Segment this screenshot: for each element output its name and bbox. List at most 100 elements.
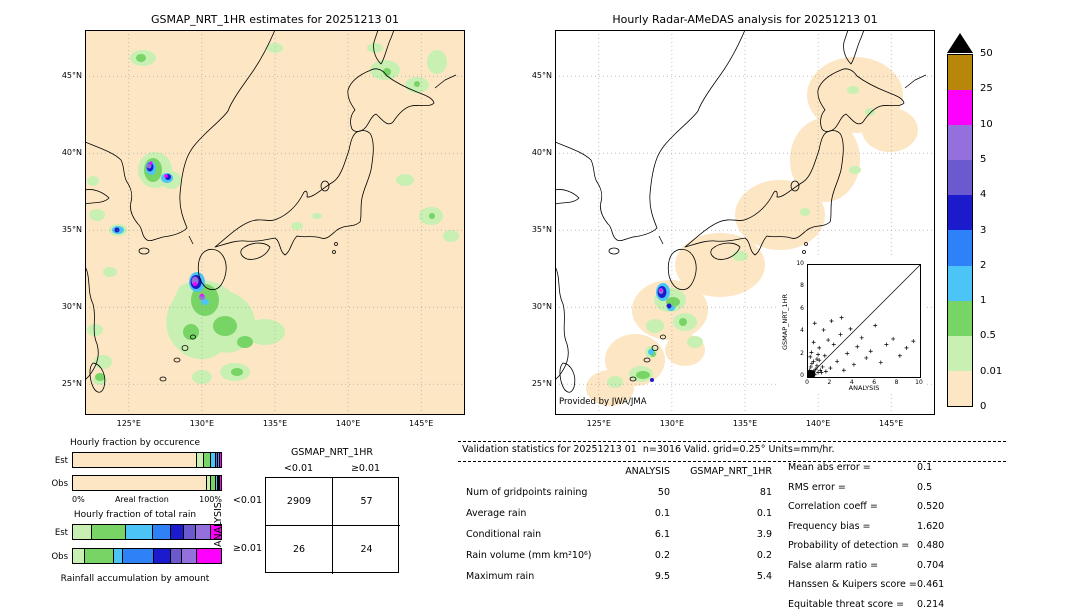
totalrain-obs-label: Obs bbox=[51, 552, 68, 562]
right-map-title: Hourly Radar-AMeDAS analysis for 2025121… bbox=[612, 13, 878, 26]
stat-gsmap-value: 0.1 bbox=[756, 508, 772, 519]
stat-gsmap-value: 81 bbox=[759, 487, 772, 498]
lon-tick-label: 145°E bbox=[879, 419, 904, 428]
axis-min-label: 0% bbox=[72, 495, 85, 504]
bar-segment bbox=[114, 549, 124, 563]
grid-lines bbox=[85, 30, 465, 415]
bar-segment bbox=[152, 525, 171, 539]
inset-y-tick: 4 bbox=[800, 327, 804, 335]
metric-label: Hanssen & Kuipers score = bbox=[788, 579, 917, 590]
lon-tick-label: 130°E bbox=[659, 419, 685, 428]
colorbar-segment bbox=[948, 55, 972, 91]
totalrain-est-bar bbox=[72, 524, 222, 540]
inset-x-axis-label: ANALYSIS bbox=[848, 384, 880, 392]
gsmap-precip-map bbox=[84, 29, 465, 415]
stats-divider-top bbox=[458, 441, 1006, 442]
metric-label: Probability of detection = bbox=[788, 540, 910, 551]
contingency-row-header-0: <0.01 bbox=[232, 495, 262, 506]
metric-label: Equitable threat score = bbox=[788, 598, 905, 610]
colorbar-tick-label: 4 bbox=[980, 189, 987, 201]
lon-tick-label: 140°E bbox=[335, 419, 361, 428]
bar-segment bbox=[92, 525, 127, 539]
colorbar-segment bbox=[948, 90, 972, 126]
metric-label: Correlation coeff = bbox=[788, 501, 878, 512]
lon-tick-label: 135°E bbox=[732, 419, 758, 428]
lat-tick-label: 25°N bbox=[531, 379, 552, 389]
metric-value: 0.214 bbox=[917, 598, 945, 610]
totalrain-caption: Rainfall accumulation by amount bbox=[60, 574, 210, 584]
lat-tick-label: 40°N bbox=[531, 148, 552, 158]
metric-value: 1.620 bbox=[917, 520, 945, 532]
lon-tick-label: 125°E bbox=[116, 419, 141, 428]
inset-x-tick: 4 bbox=[849, 379, 854, 386]
bar-segment bbox=[206, 476, 212, 490]
bar-segment bbox=[84, 549, 115, 563]
stat-analysis-value: 9.5 bbox=[654, 571, 670, 582]
occurrence-chart-title: Hourly fraction by occurence bbox=[69, 438, 201, 448]
lon-tick-label: 125°E bbox=[586, 419, 611, 428]
stat-row-label: Rain volume (mm km²10⁶) bbox=[466, 550, 592, 561]
colorbar-tick-label: 50 bbox=[980, 48, 993, 59]
bar-segment bbox=[219, 453, 221, 467]
metric-label: Frequency bias = bbox=[788, 520, 871, 532]
bar-segment bbox=[219, 476, 221, 490]
totalrain-est-label: Est bbox=[54, 528, 68, 538]
metric-value: 0.704 bbox=[917, 559, 945, 571]
contingency-row-header-1: ≥0.01 bbox=[232, 543, 262, 554]
totalrain-obs-bar bbox=[72, 548, 222, 564]
inset-x-tick: 2 bbox=[827, 379, 832, 386]
colorbar-segment bbox=[948, 300, 972, 336]
colorbar-segment bbox=[948, 370, 972, 406]
bar-segment bbox=[73, 476, 207, 490]
bar-segment bbox=[203, 453, 212, 467]
colorbar-segment bbox=[948, 335, 972, 371]
lon-tick-label: 135°E bbox=[262, 419, 288, 428]
metric-line: False alarm ratio = 0.704 bbox=[788, 560, 944, 571]
bar-segment bbox=[218, 453, 220, 467]
totalrain-chart-title: Hourly fraction of total rain bbox=[73, 510, 197, 520]
bar-segment bbox=[211, 453, 216, 467]
inset-y-tick: 6 bbox=[800, 304, 804, 312]
contingency-cell-11: 24 bbox=[360, 544, 373, 555]
identity-line bbox=[807, 264, 921, 378]
inset-y-tick: 8 bbox=[800, 282, 804, 290]
colorbar-tick-label: 2 bbox=[980, 259, 987, 271]
scatter-points bbox=[806, 315, 916, 378]
inset-y-tick: 10 bbox=[796, 260, 804, 267]
colorbar-tick-label: 0.5 bbox=[980, 330, 996, 342]
bar-segment bbox=[123, 549, 155, 563]
radar-map-panel: Provided by JWA/JMA GSMAP_NRT_1HR ANALYS… bbox=[532, 29, 935, 428]
contingency-row-axis-label: ANALYSIS bbox=[213, 502, 224, 548]
bar-segment bbox=[195, 525, 211, 539]
occurrence-obs-bar bbox=[72, 475, 222, 491]
data-credit: Provided by JWA/JMA bbox=[559, 397, 647, 407]
bar-segment bbox=[182, 549, 198, 563]
contingency-col-header-0: <0.01 bbox=[283, 463, 314, 474]
stat-gsmap-value: 0.2 bbox=[756, 550, 772, 561]
bar-segment bbox=[210, 525, 221, 539]
metric-value: 0.480 bbox=[917, 540, 945, 551]
bar-segment bbox=[211, 476, 216, 490]
stat-analysis-value: 0.2 bbox=[654, 550, 670, 561]
occurrence-x-axis: 0% Areal fraction 100% bbox=[72, 495, 222, 504]
scatter-inset: GSMAP_NRT_1HR ANALYSIS 0 0 2 2 4 4 6 6 8 8 10 10 bbox=[778, 258, 925, 392]
bar-segment bbox=[220, 476, 222, 490]
metric-value: 0.5 bbox=[917, 481, 933, 493]
inset-x-tick: 0 bbox=[805, 379, 809, 386]
map-border bbox=[555, 30, 935, 415]
occurrence-est-bar bbox=[72, 452, 222, 468]
metric-line: Probability of detection = 0.480 bbox=[788, 540, 944, 551]
gsmap-map-panel: 45°N 40°N 35°N 30°N 25°N 125°E 130°E 135°E 140°E… bbox=[62, 29, 465, 428]
metric-line: Equitable threat score = 0.214 bbox=[788, 599, 944, 610]
lat-tick-label: 30°N bbox=[531, 302, 552, 312]
stat-gsmap-value: 5.4 bbox=[756, 571, 772, 582]
lat-tick-label: 45°N bbox=[531, 71, 552, 81]
bar-segment bbox=[170, 525, 184, 539]
colorbar-tick-label: 3 bbox=[980, 224, 987, 236]
metric-line: Correlation coeff = 0.520 bbox=[788, 501, 944, 512]
colorbar-tick-label: 5 bbox=[980, 153, 987, 165]
contingency-cell-01: 57 bbox=[333, 478, 400, 526]
lon-tick-label: 145°E bbox=[409, 419, 434, 428]
stats-title: Validation statistics for 20251213 01 n=… bbox=[462, 444, 835, 455]
stats-col-header-analysis: ANALYSIS bbox=[625, 466, 670, 477]
